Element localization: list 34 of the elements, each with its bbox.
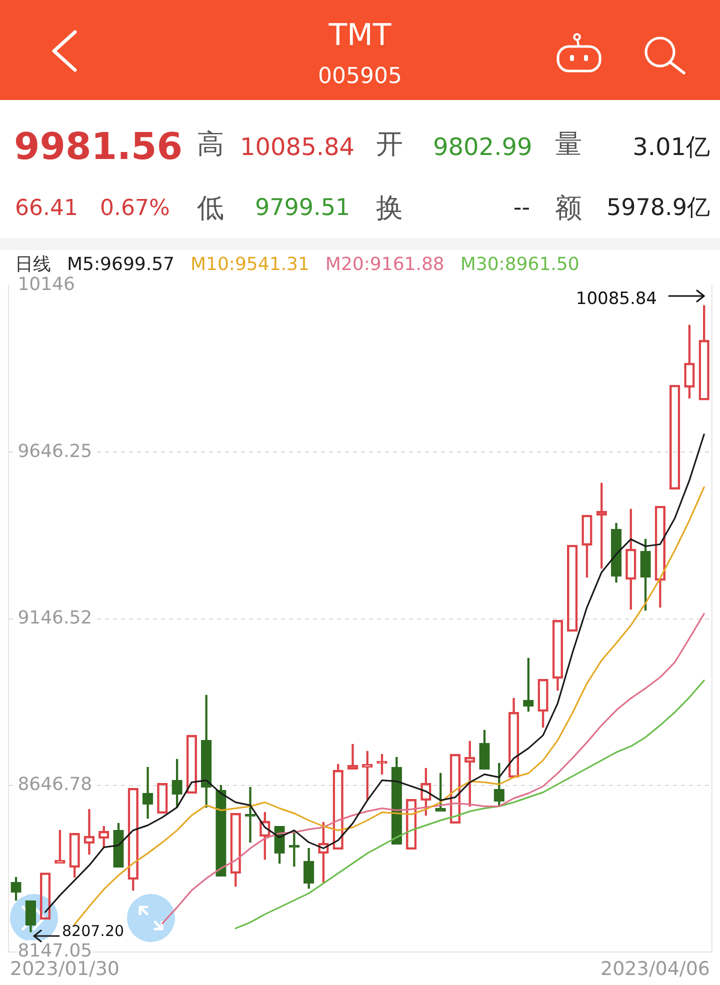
chart-subtitle: 005905 [317, 63, 403, 91]
y-tick-label: 9146.52 [18, 607, 92, 628]
y-tick-label: 9646.25 [18, 440, 92, 462]
legend-title: 日线 [15, 253, 51, 276]
text: 9981.56 [14, 124, 183, 170]
text: 开 [376, 128, 403, 162]
candlestick [54, 830, 66, 864]
candlestick [142, 766, 154, 819]
text: 66.41 [15, 196, 78, 222]
text: M5:9699.57 [67, 253, 174, 276]
text: 9799.51 [255, 195, 350, 223]
annotation: 10085.84 [576, 288, 657, 310]
text: 量 [555, 128, 582, 162]
text: 9802.99 [433, 132, 532, 162]
text: 额 [555, 192, 582, 226]
y-tick-label: 8646.78 [18, 774, 92, 796]
annotation: 8207.20 [62, 922, 124, 940]
candlestick [610, 522, 622, 583]
text: 0.67% [100, 196, 170, 222]
text: 2023/04/06 [600, 958, 710, 980]
text: M20:9161.88 [325, 253, 444, 276]
text: -- [513, 195, 530, 223]
text: 换 [376, 192, 403, 226]
chart-title: TMT [328, 17, 392, 55]
candlestick [303, 848, 314, 889]
text: M30:8961.50 [460, 253, 580, 276]
text: 10085.84 [240, 132, 355, 162]
text: 5978.9亿 [606, 195, 710, 223]
text: 3.01亿 [632, 132, 710, 162]
y-tick-label: 8147.05 [18, 940, 92, 962]
text: 低 [197, 192, 224, 226]
y-tick-label: 10146 [18, 274, 75, 296]
text: 高 [197, 128, 224, 162]
text: M10:9541.31 [190, 253, 310, 276]
